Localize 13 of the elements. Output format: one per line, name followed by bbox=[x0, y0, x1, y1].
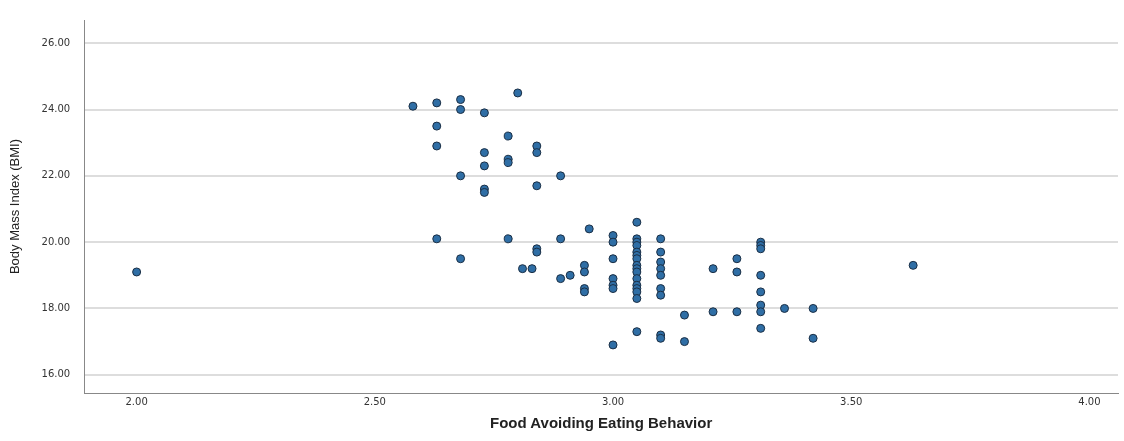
x-tick-label: 4.00 bbox=[1078, 395, 1101, 407]
x-axis-title: Food Avoiding Eating Behavior bbox=[490, 414, 713, 432]
y-tick-label: 22.00 bbox=[41, 169, 71, 181]
x-tick-label: 3.00 bbox=[601, 395, 625, 407]
y-tick-label: 26.00 bbox=[41, 36, 71, 48]
x-tick-label: 2.50 bbox=[363, 395, 386, 407]
y-tick-label: 20.00 bbox=[41, 235, 71, 247]
y-tick-label: 18.00 bbox=[41, 302, 71, 314]
x-tick-label: 3.50 bbox=[840, 395, 863, 407]
y-tick-label: 16.00 bbox=[41, 368, 71, 380]
x-tick-label: 2.00 bbox=[125, 395, 148, 407]
y-axis-title: Body Mass Index (BMI) bbox=[7, 138, 23, 275]
y-tick-label: 24.00 bbox=[41, 103, 71, 115]
